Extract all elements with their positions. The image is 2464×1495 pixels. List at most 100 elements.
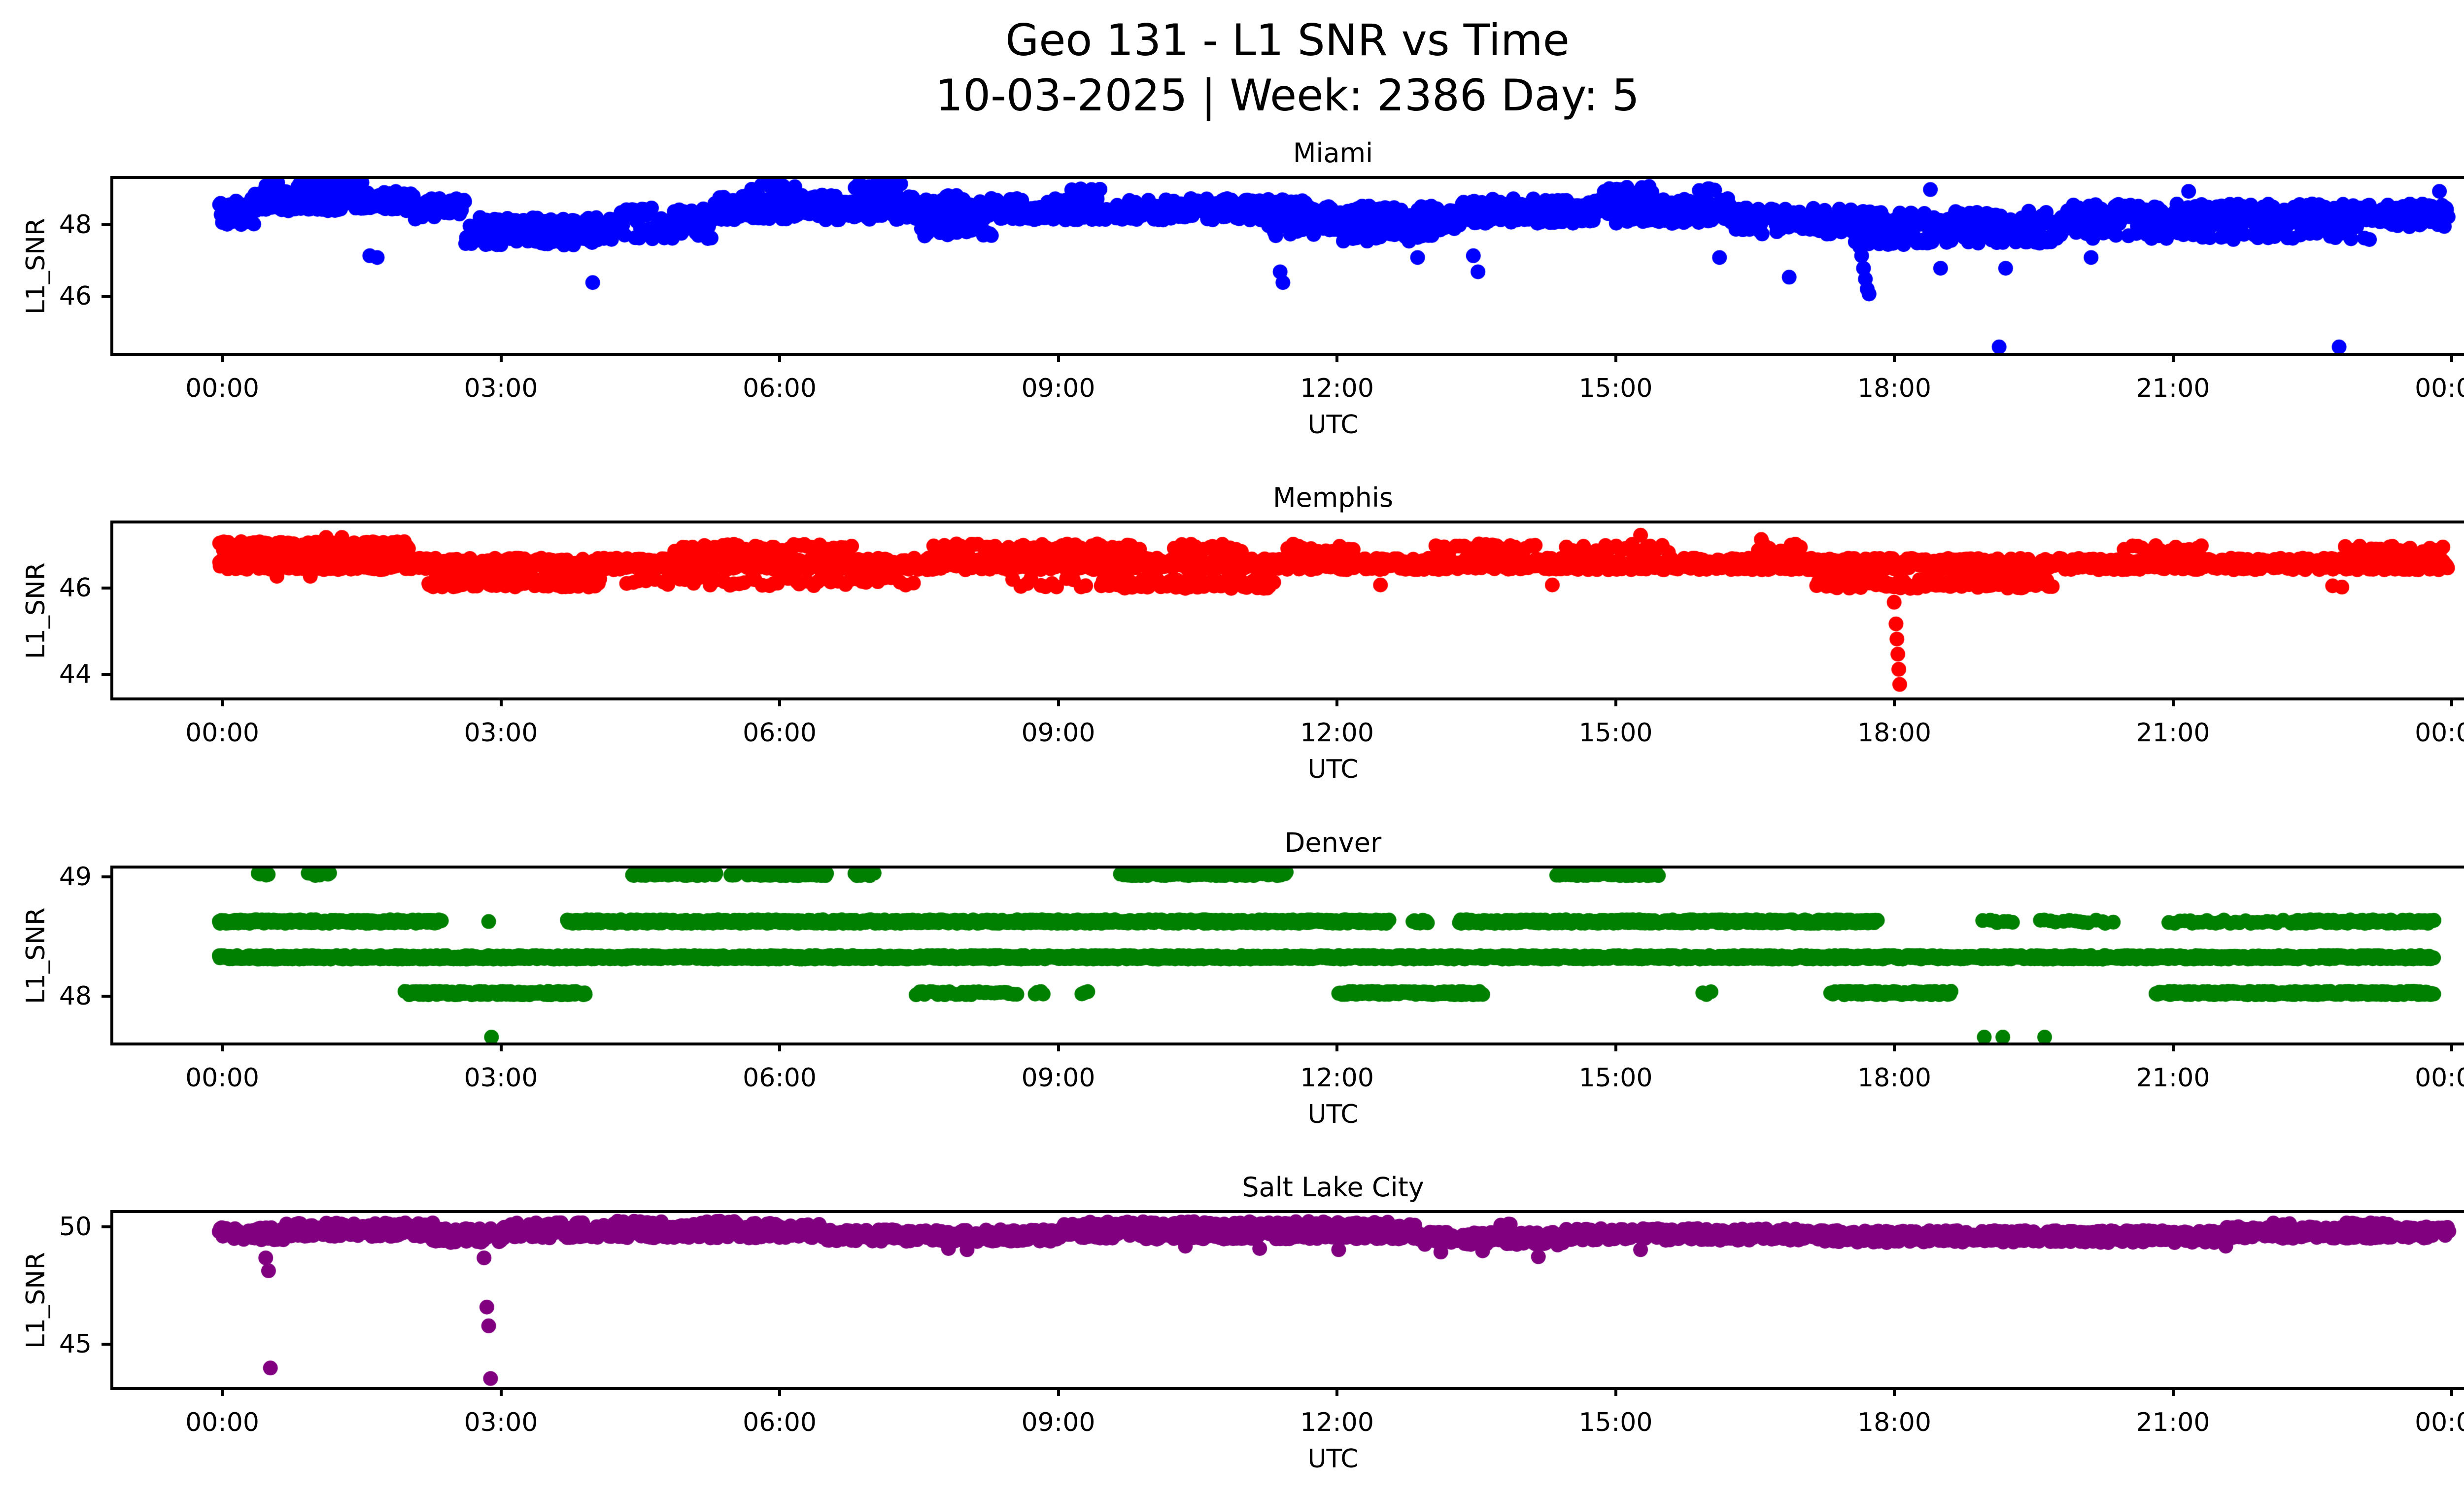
subplot-title-salt-lake-city: Salt Lake City <box>1242 1172 1424 1203</box>
x-tick-label: 03:00 <box>464 718 538 748</box>
subplot-title-miami: Miami <box>1293 138 1373 169</box>
x-tick-mark <box>221 353 224 362</box>
x-tick-label: 18:00 <box>1857 374 1931 403</box>
y-tick-label: 49 <box>59 862 92 892</box>
y-tick-mark <box>102 994 110 998</box>
x-tick-mark <box>2171 697 2175 706</box>
x-tick-mark <box>778 1043 781 1051</box>
x-tick-mark <box>1335 353 1338 362</box>
y-tick-mark <box>102 586 110 590</box>
y-tick-label: 48 <box>59 209 92 240</box>
x-tick-label: 06:00 <box>743 718 817 748</box>
x-tick-mark <box>2450 353 2453 362</box>
x-tick-mark <box>2171 1043 2175 1051</box>
y-tick-label: 45 <box>59 1329 92 1359</box>
x-tick-label: 00:00 <box>185 718 259 748</box>
x-tick-mark <box>1614 1387 1617 1396</box>
memphis-scatter-canvas <box>113 523 2464 697</box>
y-tick-label: 50 <box>59 1212 92 1242</box>
x-tick-mark <box>221 697 224 706</box>
x-tick-mark <box>1057 1043 1060 1051</box>
x-tick-label: 00:00 <box>185 1063 259 1093</box>
x-axis-label: UTC <box>1307 1100 1359 1129</box>
x-tick-label: 00:00 <box>2415 374 2464 403</box>
x-tick-label: 18:00 <box>1857 1408 1931 1437</box>
x-tick-label: 03:00 <box>464 1063 538 1093</box>
x-tick-mark <box>499 697 503 706</box>
x-tick-mark <box>1893 353 1896 362</box>
x-tick-label: 21:00 <box>2136 1408 2210 1437</box>
y-tick-mark <box>102 875 110 878</box>
x-tick-mark <box>1893 1387 1896 1396</box>
x-tick-label: 15:00 <box>1578 718 1653 748</box>
x-tick-mark <box>778 353 781 362</box>
x-tick-label: 15:00 <box>1578 374 1653 403</box>
subplot-title-denver: Denver <box>1284 827 1382 858</box>
x-tick-mark <box>1614 697 1617 706</box>
x-tick-mark <box>1614 1043 1617 1051</box>
x-tick-mark <box>778 697 781 706</box>
x-tick-mark <box>2450 1387 2453 1396</box>
x-tick-mark <box>1614 353 1617 362</box>
subplot-title-memphis: Memphis <box>1272 482 1394 513</box>
subplot-memphis: Memphis L1_SNR UTC 00:00 03:00 06:00 09:00 1… <box>21 482 2464 784</box>
x-tick-label: 00:00 <box>2415 1063 2464 1093</box>
x-tick-label: 06:00 <box>743 1063 817 1093</box>
x-tick-label: 15:00 <box>1578 1063 1653 1093</box>
x-tick-label: 18:00 <box>1857 1063 1931 1093</box>
x-tick-label: 03:00 <box>464 374 538 403</box>
y-tick-mark <box>102 673 110 676</box>
figure-title: Geo 131 - L1 SNR vs Time 10-03-2025 | We… <box>0 13 2464 123</box>
x-tick-mark <box>2171 1387 2175 1396</box>
x-tick-mark <box>1057 1387 1060 1396</box>
x-tick-mark <box>499 353 503 362</box>
x-tick-label: 21:00 <box>2136 374 2210 403</box>
x-tick-label: 21:00 <box>2136 718 2210 748</box>
x-tick-mark <box>221 1043 224 1051</box>
x-axis-label: UTC <box>1307 410 1359 440</box>
figure-title-line1: Geo 131 - L1 SNR vs Time <box>1005 15 1570 66</box>
x-tick-label: 12:00 <box>1300 1408 1374 1437</box>
x-tick-mark <box>221 1387 224 1396</box>
x-tick-mark <box>1335 697 1338 706</box>
x-tick-label: 09:00 <box>1021 374 1095 403</box>
x-tick-label: 00:00 <box>185 374 259 403</box>
y-tick-label: 44 <box>59 660 92 690</box>
x-tick-label: 18:00 <box>1857 718 1931 748</box>
x-tick-mark <box>1893 1043 1896 1051</box>
x-tick-label: 00:00 <box>2415 1408 2464 1437</box>
x-tick-label: 03:00 <box>464 1408 538 1437</box>
x-tick-mark <box>2450 1043 2453 1051</box>
x-tick-mark <box>2171 353 2175 362</box>
x-axis-label: UTC <box>1307 755 1359 784</box>
x-tick-label: 06:00 <box>743 374 817 403</box>
x-tick-label: 09:00 <box>1021 1408 1095 1437</box>
x-tick-mark <box>499 1387 503 1396</box>
y-tick-label: 46 <box>59 281 92 311</box>
x-tick-mark <box>1057 697 1060 706</box>
x-tick-label: 12:00 <box>1300 718 1374 748</box>
x-tick-label: 21:00 <box>2136 1063 2210 1093</box>
y-tick-mark <box>102 1342 110 1346</box>
x-tick-mark <box>1057 353 1060 362</box>
y-tick-mark <box>102 295 110 298</box>
figure-title-line2: 10-03-2025 | Week: 2386 Day: 5 <box>935 70 1640 121</box>
x-tick-label: 09:00 <box>1021 718 1095 748</box>
x-tick-label: 09:00 <box>1021 1063 1095 1093</box>
x-tick-mark <box>778 1387 781 1396</box>
x-tick-mark <box>1335 1387 1338 1396</box>
subplot-salt-lake-city: Salt Lake City L1_SNR UTC 00:00 03:00 06:0… <box>21 1172 2464 1474</box>
miami-scatter-canvas <box>113 179 2464 353</box>
x-tick-label: 12:00 <box>1300 1063 1374 1093</box>
x-tick-mark <box>499 1043 503 1051</box>
y-tick-label: 46 <box>59 573 92 603</box>
y-tick-mark <box>102 223 110 226</box>
x-tick-label: 00:00 <box>2415 718 2464 748</box>
x-axis-label: UTC <box>1307 1444 1359 1474</box>
x-tick-label: 00:00 <box>185 1408 259 1437</box>
subplot-denver: Denver L1_SNR UTC 00:00 03:00 06:00 09:00 12… <box>21 827 2464 1129</box>
subplot-miami: Miami L1_SNR UTC 00:00 03:00 06:00 09:00 12:… <box>21 138 2464 440</box>
salt-lake-city-scatter-canvas <box>113 1213 2464 1387</box>
x-tick-label: 06:00 <box>743 1408 817 1437</box>
